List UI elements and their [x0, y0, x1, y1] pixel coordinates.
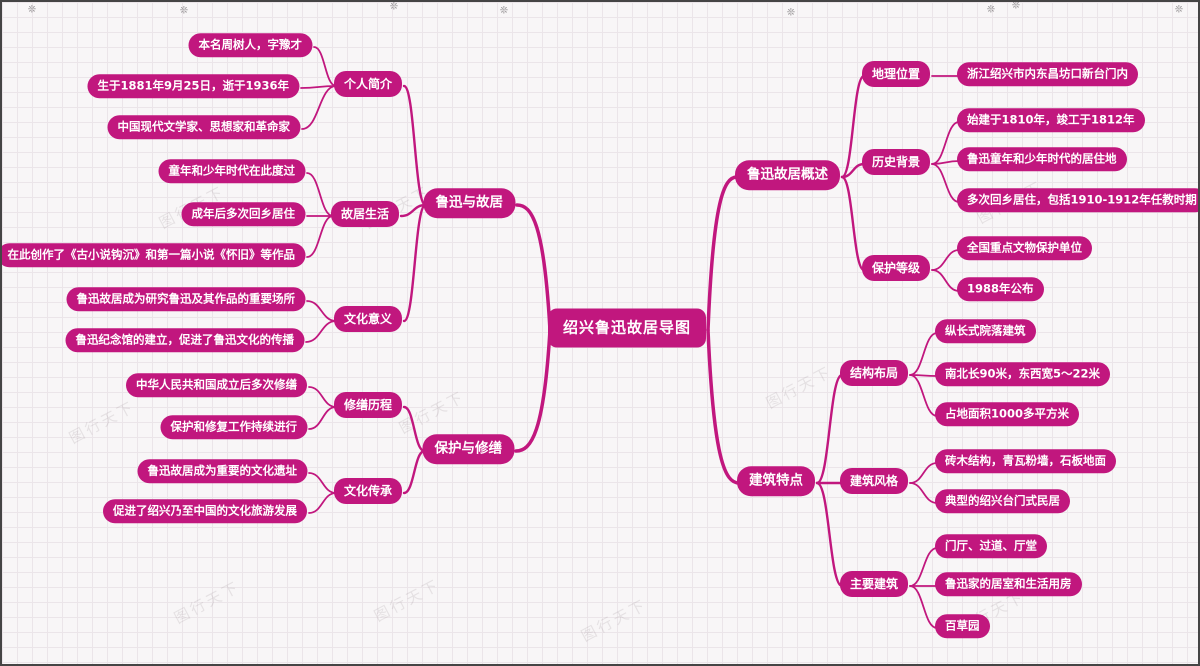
node-label: 鲁迅家的居室和生活用房 — [945, 576, 1072, 591]
node-label: 纵长式院落建筑 — [945, 323, 1026, 338]
mindmap-node-renjiao[interactable]: 多次回乡居住，包括1910-1912年任教时期 — [957, 188, 1198, 212]
watermark-star-icon: ❊ — [179, 5, 189, 17]
node-label: 典型的绍兴台门式民居 — [945, 493, 1060, 508]
mindmap-node-nanbei[interactable]: 南北长90米，东西宽5～22米 — [935, 362, 1111, 386]
node-label: 童年和少年时代在此度过 — [168, 163, 296, 178]
mindmap-node-xiushan-licheng[interactable]: 修缮历程 — [333, 392, 402, 418]
node-label: 门厅、过道、厅堂 — [945, 538, 1037, 553]
mindmap-node-benming[interactable]: 本名周树人，字豫才 — [188, 33, 312, 57]
mindmap-node-luxun-yu-guju[interactable]: 鲁迅与故居 — [423, 188, 515, 218]
node-label: 生于1881年9月25日，逝于1936年 — [97, 78, 289, 93]
watermark-star-icon: ❊ — [499, 5, 509, 17]
mindmap-node-gongbu[interactable]: 1988年公布 — [957, 277, 1044, 301]
node-label: 保护等级 — [872, 261, 921, 275]
node-label: 建筑特点 — [749, 472, 803, 489]
mindmap-node-yanjiu-changsuo[interactable]: 鲁迅故居成为研究鲁迅及其作品的重要场所 — [66, 287, 305, 311]
mindmap-node-jinianguan[interactable]: 鲁迅纪念馆的建立，促进了鲁迅文化的传播 — [65, 328, 304, 352]
node-label: 鲁迅童年和少年时代的居住地 — [967, 151, 1117, 166]
mindmap-node-zhongdian-wenwu[interactable]: 全国重点文物保护单位 — [957, 236, 1092, 260]
mindmap-node-jushi[interactable]: 鲁迅家的居室和生活用房 — [935, 572, 1082, 596]
node-label: 结构布局 — [850, 366, 899, 380]
mindmap-node-baicaoyuan[interactable]: 百草园 — [935, 614, 990, 638]
node-label: 鲁迅纪念馆的建立，促进了鲁迅文化的传播 — [75, 332, 295, 347]
node-label: 促进了绍兴乃至中国的文化旅游发展 — [113, 503, 297, 518]
mindmap-node-baohu-yu-xiushan[interactable]: 保护与修缮 — [422, 434, 514, 464]
mindmap-node-wenxuejia[interactable]: 中国现代文学家、思想家和革命家 — [107, 115, 300, 139]
mindmap-node-zhuanmu[interactable]: 砖木结构，青瓦粉墙，石板地面 — [935, 449, 1116, 473]
mindmap-node-jianzhu-fengge[interactable]: 建筑风格 — [840, 468, 909, 494]
watermark-star-icon: ❊ — [1011, 0, 1021, 12]
node-label: 中华人民共和国成立后多次修缮 — [136, 377, 297, 392]
node-label: 鲁迅故居概述 — [747, 166, 828, 183]
node-label: 建筑风格 — [850, 474, 899, 488]
node-label: 占地面积1000多平方米 — [945, 406, 1070, 421]
node-label: 故居生活 — [340, 207, 389, 221]
mindmap-node-yuanluo[interactable]: 纵长式院落建筑 — [935, 319, 1036, 343]
node-label: 浙江绍兴市内东昌坊口新台门内 — [967, 66, 1128, 81]
node-label: 全国重点文物保护单位 — [967, 240, 1082, 255]
mindmap-node-chengnian[interactable]: 成年后多次回乡居住 — [181, 202, 305, 226]
mindmap-node-wenhua-yiyi[interactable]: 文化意义 — [333, 306, 402, 332]
node-label: 文化意义 — [343, 312, 392, 326]
mindmap-node-zhuyao-jianzhu[interactable]: 主要建筑 — [840, 571, 909, 597]
mindmap-node-guju-gaishu[interactable]: 鲁迅故居概述 — [735, 160, 840, 190]
mindmap-node-shijian[interactable]: 始建于1810年，竣工于1812年 — [957, 108, 1145, 132]
mindmap-node-guju-shenghuo[interactable]: 故居生活 — [330, 201, 399, 227]
node-label: 始建于1810年，竣工于1812年 — [967, 112, 1135, 127]
node-label: 修缮历程 — [343, 398, 392, 412]
node-label: 鲁迅与故居 — [435, 194, 504, 211]
watermark-star-icon: ❊ — [389, 1, 399, 13]
mindmap-node-jiegou-buju[interactable]: 结构布局 — [840, 360, 909, 386]
node-label: 绍兴鲁迅故居导图 — [562, 318, 692, 337]
watermark-star-icon: ❊ — [27, 4, 37, 16]
node-label: 本名周树人，字豫才 — [198, 37, 303, 52]
node-label: 成年后多次回乡居住 — [191, 206, 296, 221]
node-label: 鲁迅故居成为研究鲁迅及其作品的重要场所 — [76, 291, 296, 306]
mindmap-node-menting[interactable]: 门厅、过道、厅堂 — [935, 534, 1047, 558]
mindmap-node-chixu-jinxing[interactable]: 保护和修复工作持续进行 — [160, 415, 307, 439]
mindmap-node-baohu-dengji[interactable]: 保护等级 — [862, 255, 931, 281]
mindmap-node-zhandi[interactable]: 占地面积1000多平方米 — [935, 402, 1080, 426]
node-label: 鲁迅故居成为重要的文化遗址 — [147, 463, 298, 478]
node-label: 保护与修缮 — [434, 440, 503, 457]
node-label: 个人简介 — [343, 77, 392, 91]
node-label: 多次回乡居住，包括1910-1912年任教时期 — [967, 192, 1197, 207]
mindmap-node-dili-weizhi[interactable]: 地理位置 — [862, 61, 931, 87]
mindmap-node-lishi-beijing[interactable]: 历史背景 — [862, 149, 931, 175]
mindmap-node-jianzhu-tedian[interactable]: 建筑特点 — [737, 466, 815, 496]
node-label: 南北长90米，东西宽5～22米 — [945, 366, 1101, 381]
mindmap-node-duoci-xiushan[interactable]: 中华人民共和国成立后多次修缮 — [126, 373, 307, 397]
mindmap-node-tongnian[interactable]: 童年和少年时代在此度过 — [158, 159, 305, 183]
mindmap-node-zhejiang[interactable]: 浙江绍兴市内东昌坊口新台门内 — [957, 62, 1138, 86]
mindmap-node-root[interactable]: 绍兴鲁迅故居导图 — [547, 308, 707, 348]
mindmap-node-wenhua-chuancheng[interactable]: 文化传承 — [333, 478, 402, 504]
node-label: 文化传承 — [343, 484, 392, 498]
mindmap-node-juzhudi[interactable]: 鲁迅童年和少年时代的居住地 — [957, 147, 1127, 171]
node-label: 历史背景 — [872, 155, 921, 169]
node-label: 在此创作了《古小说钩沉》和第一篇小说《怀旧》等作品 — [7, 247, 296, 262]
node-label: 主要建筑 — [850, 577, 899, 591]
mindmap-node-lvyou-fazhan[interactable]: 促进了绍兴乃至中国的文化旅游发展 — [103, 499, 307, 523]
watermark-star-icon: ❊ — [786, 7, 796, 19]
watermark-star-icon: ❊ — [1174, 4, 1184, 16]
node-label: 保护和修复工作持续进行 — [170, 419, 298, 434]
node-label: 砖木结构，青瓦粉墙，石板地面 — [945, 453, 1106, 468]
mindmap-node-chuangzuo[interactable]: 在此创作了《古小说钩沉》和第一篇小说《怀旧》等作品 — [2, 243, 305, 267]
node-label: 地理位置 — [872, 67, 921, 81]
mindmap-node-wenhua-yizhi[interactable]: 鲁迅故居成为重要的文化遗址 — [137, 459, 307, 483]
node-label: 百草园 — [945, 618, 980, 633]
mindmap-node-shengyu[interactable]: 生于1881年9月25日，逝于1936年 — [87, 74, 299, 98]
mindmap-node-taimen[interactable]: 典型的绍兴台门式民居 — [935, 489, 1070, 513]
node-label: 1988年公布 — [967, 281, 1034, 296]
watermark-star-icon: ❊ — [986, 4, 996, 16]
mindmap-node-geren-jianjie[interactable]: 个人简介 — [333, 71, 402, 97]
node-label: 中国现代文学家、思想家和革命家 — [117, 119, 291, 134]
